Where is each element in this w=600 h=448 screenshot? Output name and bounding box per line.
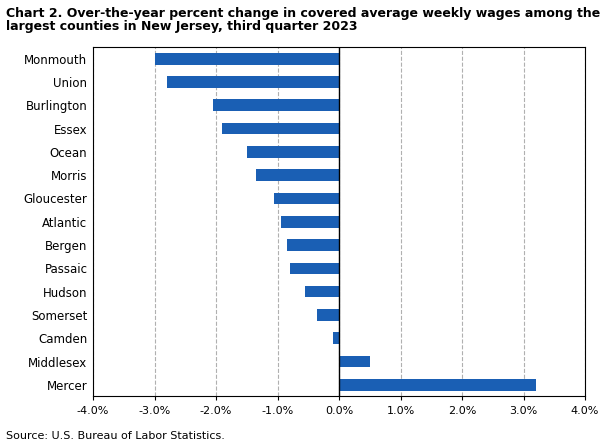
Bar [339,356,370,367]
Text: Chart 2. Over-the-year percent change in covered average weekly wages among the: Chart 2. Over-the-year percent change in… [6,7,600,20]
Bar [333,332,339,344]
Bar [247,146,339,158]
Bar [274,193,339,204]
Text: largest counties in New Jersey, third quarter 2023: largest counties in New Jersey, third qu… [6,20,358,33]
Bar [317,309,339,321]
Bar [256,169,339,181]
Bar [281,216,339,228]
Bar [167,76,339,88]
Text: Source: U.S. Bureau of Labor Statistics.: Source: U.S. Bureau of Labor Statistics. [6,431,225,441]
Bar [213,99,339,111]
Bar [290,263,339,274]
Bar [287,239,339,251]
Bar [305,286,339,297]
Bar [155,53,339,65]
Bar [222,123,339,134]
Bar [339,379,536,391]
